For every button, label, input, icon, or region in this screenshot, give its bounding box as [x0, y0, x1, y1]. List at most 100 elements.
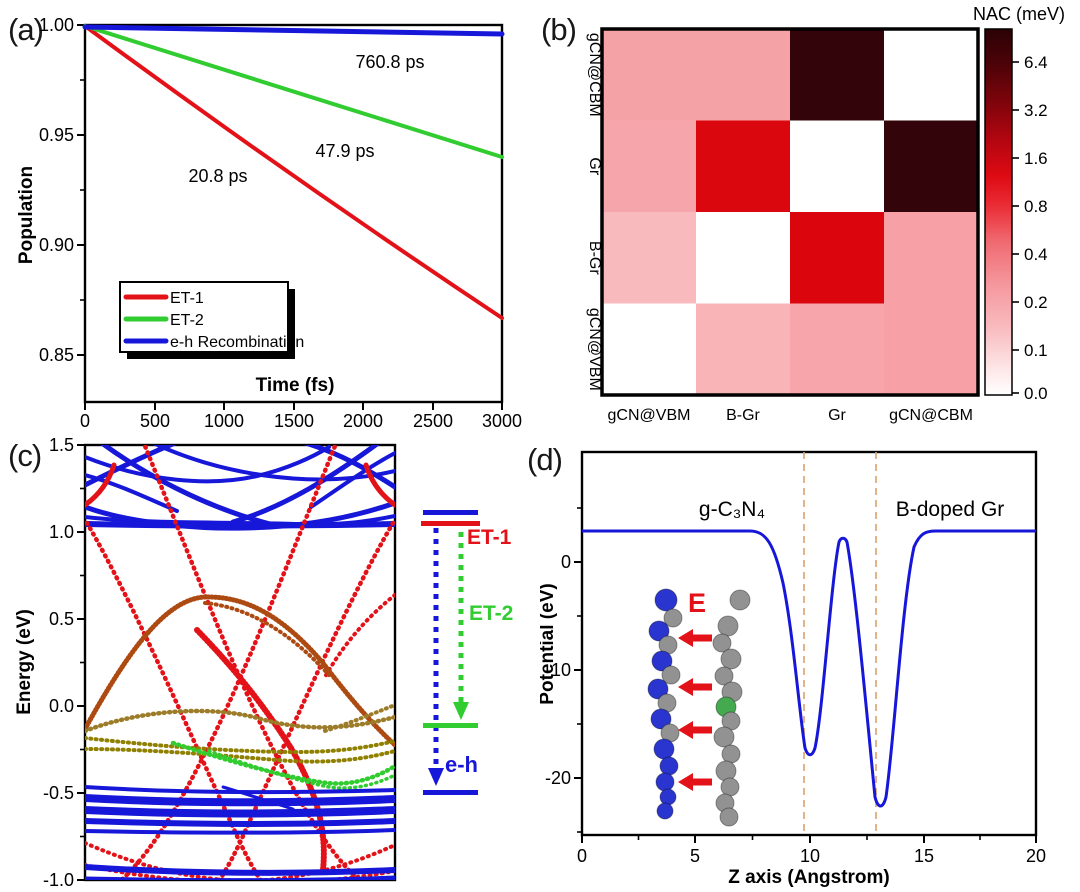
- band-path: [309, 451, 395, 509]
- atom: [663, 608, 683, 628]
- band-path: [85, 806, 395, 818]
- x-tick-label: 1500: [274, 411, 314, 430]
- y-axis-title: Potential (eV): [540, 583, 558, 704]
- y-tick-label: 1.0: [49, 522, 74, 542]
- atom: [656, 802, 674, 820]
- panel-b-nac-heatmap: gCN@CBM Gr B-Gr gCN@VBM gCN@VBM B-Gr Gr …: [540, 0, 1080, 430]
- heatmap-cell: [696, 29, 790, 121]
- atom: [720, 648, 742, 670]
- atom: [714, 666, 734, 686]
- atom: [648, 620, 670, 642]
- band-path: [142, 445, 362, 880]
- x-tick-label: 1000: [204, 411, 244, 430]
- band-path: [230, 445, 380, 525]
- band-path: [85, 794, 395, 807]
- atom: [653, 738, 675, 760]
- x-axis-title: Time (fs): [256, 375, 335, 396]
- panel-d-label: (d): [527, 442, 563, 477]
- band-path: [221, 785, 295, 811]
- x-tick-label: 0: [80, 411, 90, 430]
- legend-label-et2: ET-2: [170, 312, 204, 329]
- y-tick-label: 0.5: [49, 609, 74, 629]
- band-path: [85, 841, 395, 880]
- band-path: [85, 785, 395, 795]
- field-arrowhead: [678, 678, 693, 696]
- col-label: B-Gr: [726, 407, 760, 424]
- colorbar-tick: 0.0: [1024, 384, 1048, 403]
- heatmap-cell: [884, 29, 978, 121]
- colorbar: 6.4 3.2 1.6 0.8 0.4 0.2 0.1 0.0 NAC (meV…: [973, 4, 1065, 403]
- colorbar-tick: 0.1: [1024, 341, 1048, 360]
- row-label: gCN@VBM: [586, 308, 603, 391]
- panel-a-population-decay: 1.00 0.95 0.90 0.85 0 500 1000 1500 2000…: [0, 0, 540, 430]
- x-tick-label: 20: [1026, 846, 1046, 866]
- colorbar-tick: 0.8: [1024, 197, 1048, 216]
- band-path: [323, 703, 395, 733]
- row-label: Gr: [586, 157, 603, 175]
- col-label: gCN@VBM: [608, 407, 691, 424]
- band-path: [85, 445, 331, 484]
- y-tick-label: -1.0: [43, 870, 74, 890]
- et1-label: ET-1: [467, 526, 512, 549]
- heatmap-cell: [602, 212, 696, 304]
- band-path: [85, 864, 395, 876]
- x-tick-label: 500: [140, 411, 170, 430]
- et1-level-bar: [421, 521, 480, 526]
- y-tick-label: -0.5: [43, 783, 74, 803]
- panel-d-plot: 0 5 10 15 20 0 -10 -20 Potential (eV) Z …: [540, 450, 1046, 888]
- atom: [650, 708, 672, 730]
- field-arrowhead: [678, 721, 693, 739]
- et2-level-bar: [423, 723, 478, 728]
- region-label-gcn: g-C₃N₄: [699, 498, 765, 521]
- x-tick-label: 10: [800, 846, 820, 866]
- eh-label: e-h: [445, 752, 478, 777]
- curve-et1: [83, 24, 504, 320]
- band-path: [85, 818, 395, 828]
- heatmap-cell: [790, 212, 884, 304]
- atom: [719, 807, 739, 827]
- atom: [651, 650, 673, 672]
- band-path: [152, 445, 395, 482]
- atom: [713, 726, 735, 748]
- x-axis-title: Z axis (Angstrom): [728, 867, 890, 888]
- atom: [721, 744, 741, 764]
- band-path: [85, 521, 395, 529]
- x-tick-label: 5: [690, 846, 700, 866]
- field-arrowhead: [678, 773, 693, 791]
- heatmap-frame: [600, 27, 980, 397]
- curve-eh-recombination: [82, 24, 505, 37]
- atom: [659, 756, 679, 776]
- band-path: [85, 520, 264, 880]
- heatmap-cell: [790, 29, 884, 121]
- x-tick-label: 15: [914, 846, 934, 866]
- curve-et2: [83, 24, 504, 159]
- heatmap-cell: [696, 120, 790, 212]
- band-path: [85, 828, 395, 835]
- heatmap-cell: [696, 303, 790, 395]
- y-tick-label: 0.0: [49, 696, 74, 716]
- structure-inset: E: [647, 588, 751, 827]
- heatmap-cell: [790, 303, 884, 395]
- band-path: [323, 593, 395, 679]
- colorbar-title: NAC (meV): [973, 4, 1065, 24]
- potential-curve: [582, 529, 1036, 808]
- heatmap-cell: [884, 303, 978, 395]
- x-tick-label: 0: [577, 846, 587, 866]
- colorbar-tick: 6.4: [1024, 53, 1048, 72]
- field-arrows: [678, 629, 712, 791]
- x-axis-ticks: [84, 402, 503, 410]
- eh-arrowhead: [428, 768, 444, 786]
- y-axis-title: Energy (eV): [14, 609, 35, 715]
- et2-arrowhead: [453, 702, 469, 720]
- x-axis-ticks: [581, 835, 1037, 843]
- panel-b-label: (b): [541, 12, 577, 47]
- band-path: [170, 740, 395, 786]
- heatmap-cells: [602, 29, 978, 395]
- band-path: [85, 736, 395, 755]
- vbm-level-bar: [423, 790, 478, 795]
- atom: [655, 772, 675, 792]
- atom: [661, 665, 681, 685]
- colorbar-tick: 0.4: [1024, 245, 1048, 264]
- heatmap-cell: [602, 303, 696, 395]
